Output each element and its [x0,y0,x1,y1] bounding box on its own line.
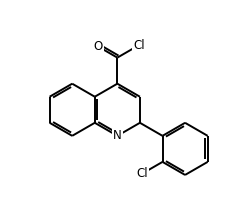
Text: Cl: Cl [132,39,144,52]
Text: N: N [112,129,121,142]
Text: O: O [93,40,102,53]
Text: Cl: Cl [136,167,147,180]
